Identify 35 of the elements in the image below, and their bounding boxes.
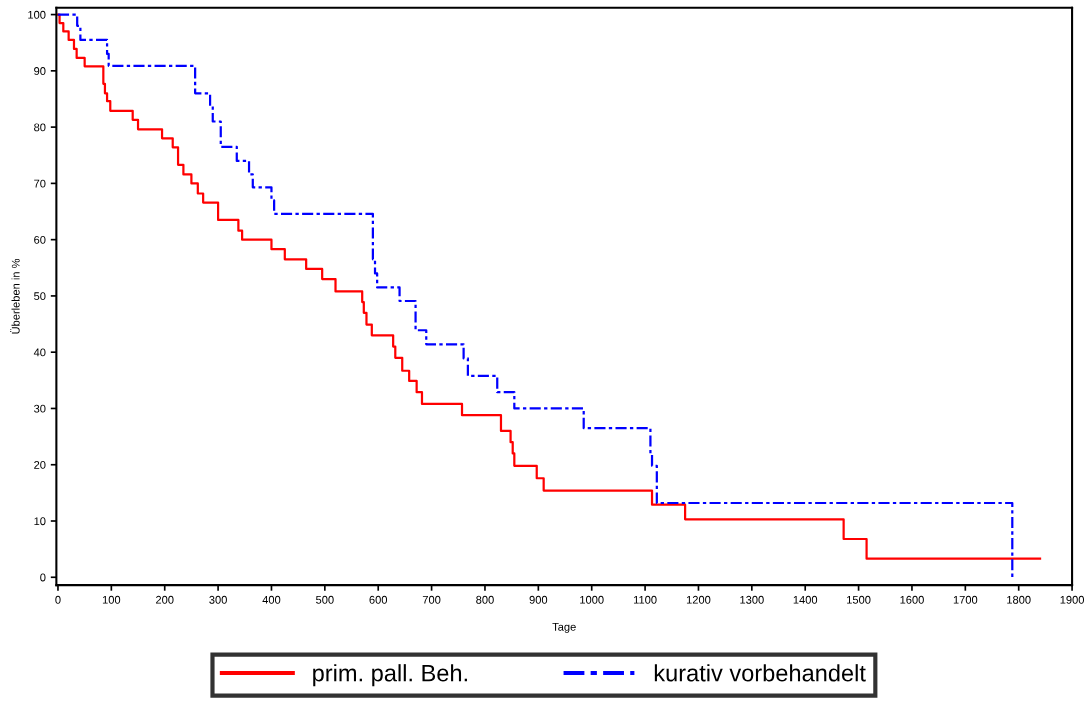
y-axis-title: Überleben in %	[10, 258, 20, 334]
x-tick-label: 100	[102, 595, 121, 604]
y-tick-label: 90	[34, 67, 46, 75]
x-tick-label: 1500	[847, 595, 871, 604]
x-tick-label: 1800	[1007, 595, 1031, 604]
x-tick-label: 900	[529, 595, 548, 604]
x-tick-label: 200	[156, 595, 174, 604]
y-tick-label: 60	[34, 235, 46, 244]
y-tick-label: 80	[34, 123, 46, 132]
x-tick-label: 1700	[953, 595, 978, 604]
y-tick-label: 40	[33, 348, 46, 357]
x-tick-label: 400	[262, 595, 281, 604]
x-tick-label: 1400	[793, 595, 818, 604]
x-tick-label: 1100	[633, 595, 657, 604]
y-tick-label: 100	[28, 10, 46, 19]
x-tick-label: 1300	[740, 595, 764, 604]
x-tick-label: 1000	[580, 595, 604, 604]
y-tick-label: 10	[34, 517, 46, 526]
legend-label: prim. pall. Beh.	[313, 664, 467, 687]
y-tick-label: 70	[34, 179, 46, 188]
x-tick-label: 1200	[686, 595, 711, 604]
y-tick-label: 0	[40, 573, 46, 582]
x-tick-label: 300	[209, 595, 227, 604]
y-tick-label: 30	[34, 404, 46, 413]
x-tick-label: 1600	[900, 595, 924, 604]
x-tick-label: 0	[55, 595, 61, 604]
x-tick-label: 600	[369, 595, 388, 604]
x-axis-title: Tage	[552, 623, 576, 633]
x-tick-label: 800	[476, 595, 494, 604]
x-tick-label: 500	[316, 595, 334, 604]
y-tick-label: 20	[34, 461, 46, 469]
x-tick-label: 1900	[1060, 595, 1084, 604]
x-tick-label: 700	[422, 595, 441, 604]
y-tick-label: 50	[34, 292, 46, 301]
legend-label: kurativ vorbehandelt	[654, 664, 866, 682]
